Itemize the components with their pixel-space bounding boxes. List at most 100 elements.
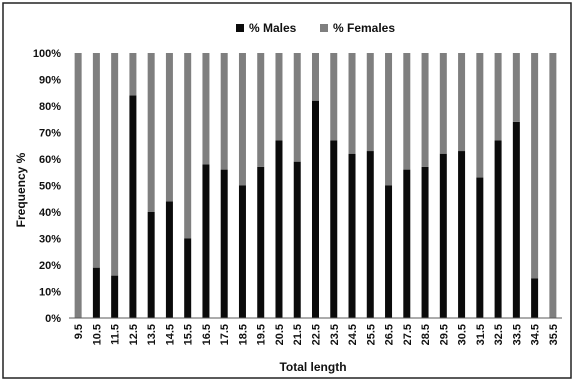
- x-tick-label: 11.5: [110, 324, 122, 345]
- bar-females: [184, 53, 192, 239]
- y-tick-label: 100%: [33, 48, 61, 60]
- bar-males: [220, 169, 228, 318]
- bar-males: [275, 140, 283, 318]
- x-tick-label: 15.5: [183, 324, 195, 345]
- bar-females: [531, 53, 539, 279]
- bar-males: [385, 185, 393, 318]
- bar-females: [330, 53, 338, 141]
- bar-males: [366, 151, 374, 318]
- x-tick-label: 30.5: [457, 324, 469, 345]
- x-tick-label: 16.5: [201, 324, 213, 345]
- bar-females: [111, 53, 119, 276]
- bar-females: [74, 53, 82, 318]
- bar-females: [385, 53, 393, 186]
- bar-males: [476, 177, 484, 318]
- x-tick-label: 26.5: [384, 324, 396, 345]
- legend-swatch-females: [320, 24, 328, 32]
- bar-males: [494, 140, 502, 318]
- x-tick-label: 13.5: [146, 324, 158, 345]
- bar-females: [275, 53, 283, 141]
- bar-females: [366, 53, 374, 152]
- y-axis-ticks: 0% 10% 20% 30% 40% 50% 60% 70% 80% 90% 100%: [33, 48, 61, 325]
- x-tick-label: 10.5: [91, 324, 103, 345]
- y-axis-title: Frequency %: [14, 152, 28, 227]
- bar-females: [348, 53, 356, 154]
- x-tick-label: 22.5: [311, 324, 323, 345]
- y-tick-label: 50%: [39, 181, 61, 193]
- bar-females: [202, 53, 210, 165]
- x-tick-label: 24.5: [347, 324, 359, 345]
- x-tick-label: 12.5: [128, 324, 140, 345]
- bar-females: [165, 53, 173, 202]
- bar-females: [403, 53, 411, 170]
- bar-males: [165, 201, 173, 318]
- x-tick-label: 18.5: [237, 324, 249, 345]
- y-tick-label: 70%: [39, 128, 61, 140]
- bar-males: [147, 212, 155, 318]
- bar-males: [257, 166, 265, 318]
- x-tick-label: 34.5: [530, 324, 542, 345]
- bar-females: [458, 53, 466, 152]
- bar-males: [330, 140, 338, 318]
- bar-females: [220, 53, 228, 170]
- x-tick-label: 33.5: [511, 324, 523, 345]
- bar-males: [129, 95, 137, 319]
- chart-border: [2, 2, 572, 379]
- bar-males: [531, 278, 539, 318]
- y-tick-label: 10%: [39, 287, 61, 299]
- bar-females: [257, 53, 265, 167]
- bar-males: [312, 100, 319, 318]
- bar-females: [439, 53, 447, 154]
- x-tick-label: 32.5: [493, 324, 505, 345]
- bar-males: [293, 161, 301, 318]
- y-tick-label: 30%: [39, 234, 61, 246]
- bars: [74, 53, 557, 319]
- x-tick-label: 28.5: [420, 324, 432, 345]
- x-tick-label: 9.5: [73, 324, 85, 339]
- bar-females: [312, 53, 319, 101]
- legend: % Males % Females: [236, 21, 395, 35]
- x-tick-label: 19.5: [256, 324, 268, 345]
- bar-females: [238, 53, 246, 186]
- bar-males: [512, 121, 520, 319]
- bar-males: [421, 166, 429, 318]
- x-tick-label: 20.5: [274, 324, 286, 345]
- y-tick-label: 40%: [39, 207, 61, 219]
- bar-females: [92, 53, 100, 268]
- bar-females: [476, 53, 484, 178]
- y-tick-label: 60%: [39, 154, 61, 166]
- bar-males: [184, 238, 192, 318]
- x-tick-label: 25.5: [365, 324, 377, 345]
- x-tick-label: 23.5: [329, 324, 341, 345]
- x-tick-label: 31.5: [475, 324, 487, 345]
- y-tick-label: 0%: [45, 313, 61, 325]
- x-axis-ticks: 9.5 10.5 11.5 12.5 13.5 14.5 15.5 16.5 17.5 18.5 1…: [73, 324, 560, 345]
- bar-females: [494, 53, 502, 141]
- bar-females: [549, 53, 557, 318]
- bar-females: [147, 53, 155, 212]
- bar-females: [421, 53, 429, 167]
- bar-males: [403, 169, 411, 318]
- x-tick-label: 17.5: [219, 324, 231, 345]
- x-axis-title: Total length: [279, 360, 346, 374]
- bar-males: [92, 267, 100, 318]
- bar-males: [458, 151, 466, 318]
- x-tick-label: 29.5: [438, 324, 450, 345]
- bar-males: [111, 275, 119, 318]
- y-tick-label: 80%: [39, 101, 61, 113]
- legend-label-males: % Males: [249, 21, 297, 35]
- legend-swatch-males: [236, 24, 244, 32]
- bar-males: [238, 185, 246, 318]
- x-tick-label: 21.5: [292, 324, 304, 345]
- x-tick-label: 14.5: [164, 324, 176, 345]
- x-tick-label: 27.5: [402, 324, 414, 345]
- bar-males: [348, 153, 356, 318]
- bar-males: [202, 164, 210, 318]
- y-tick-label: 90%: [39, 75, 61, 87]
- x-tick-label: 35.5: [548, 324, 560, 345]
- bar-males: [439, 153, 447, 318]
- bar-females: [129, 53, 137, 96]
- bar-females: [512, 53, 520, 122]
